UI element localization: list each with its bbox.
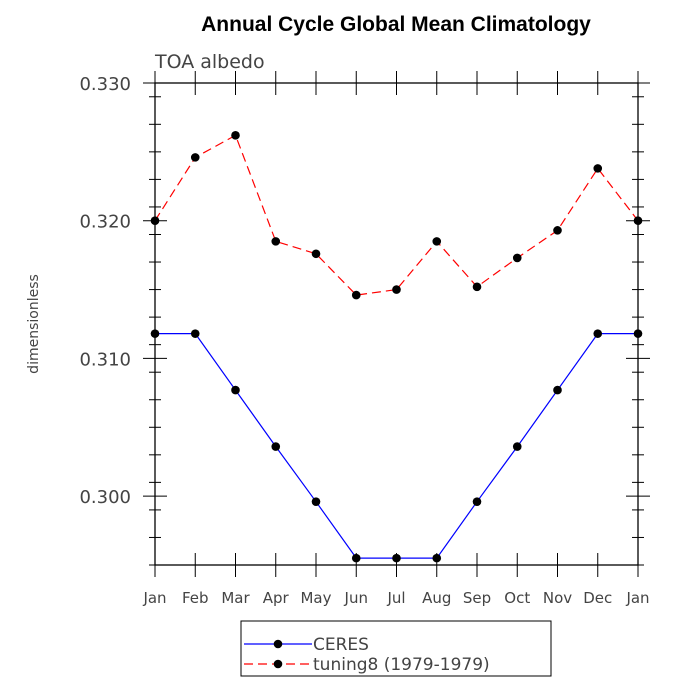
data-point: [271, 442, 281, 451]
data-point: [472, 282, 482, 292]
data-point: [472, 497, 482, 506]
legend-marker: [273, 639, 283, 649]
x-tick-labels: Jan Feb Mar Apr May Jun Jul Aug Sep Oct Nov Dec Jan: [142, 589, 649, 607]
x-tick-label: Feb: [182, 589, 209, 607]
x-tick-label: Aug: [422, 589, 451, 607]
legend-marker: [273, 659, 283, 669]
series-line: [154, 134, 639, 296]
y-tick-labels: 0.300 0.310 0.320 0.330: [79, 74, 131, 508]
x-tick-label: Jun: [344, 589, 368, 607]
legend-label: tuning8 (1979-1979): [313, 655, 490, 675]
data-point: [593, 329, 603, 338]
data-point: [512, 253, 522, 263]
data-point: [593, 164, 603, 173]
y-tick-label: 0.330: [79, 74, 131, 95]
y-tick-label: 0.320: [79, 212, 131, 233]
x-tick-label: Jan: [142, 589, 166, 607]
x-tick-label: Dec: [583, 589, 612, 607]
data-point: [150, 329, 160, 338]
data-point: [190, 153, 200, 162]
data-point: [190, 329, 200, 338]
data-point: [633, 329, 643, 338]
data-point: [553, 226, 562, 235]
data-point: [231, 385, 240, 395]
plot-frame: [154, 82, 639, 566]
data-point: [351, 553, 361, 563]
chart-subtitle: TOA albedo: [154, 51, 265, 73]
series-layer: [150, 131, 643, 563]
series-line: [155, 333, 638, 559]
data-point: [512, 442, 522, 451]
x-tick-label: May: [300, 589, 331, 607]
x-tick-label: Jan: [625, 589, 649, 607]
data-point: [311, 249, 321, 259]
x-tick-label: Apr: [263, 589, 290, 607]
data-point: [553, 385, 562, 395]
y-tick-label: 0.300: [79, 487, 131, 508]
tick-marks: [143, 71, 650, 577]
data-point: [231, 131, 240, 140]
data-point: [392, 285, 401, 294]
x-tick-label: Nov: [543, 589, 572, 607]
legend-label: CERES: [313, 635, 369, 655]
data-point: [633, 216, 643, 226]
data-point: [271, 237, 281, 246]
legend-box: [240, 620, 552, 677]
data-point: [432, 237, 442, 246]
series-tuning8: [150, 131, 643, 300]
data-point: [150, 216, 160, 226]
data-point: [351, 290, 361, 300]
data-point: [392, 553, 401, 563]
x-tick-label: Mar: [221, 589, 250, 607]
series-ceres: [150, 329, 643, 563]
data-point: [311, 497, 321, 506]
y-axis-label: dimensionless: [26, 274, 42, 374]
x-tick-label: Jul: [386, 589, 405, 607]
chart-title: Annual Cycle Global Mean Climatology: [201, 13, 591, 36]
y-tick-label: 0.310: [79, 349, 131, 370]
x-tick-label: Sep: [463, 589, 491, 607]
x-tick-label: Oct: [504, 589, 530, 607]
data-point: [432, 553, 442, 563]
